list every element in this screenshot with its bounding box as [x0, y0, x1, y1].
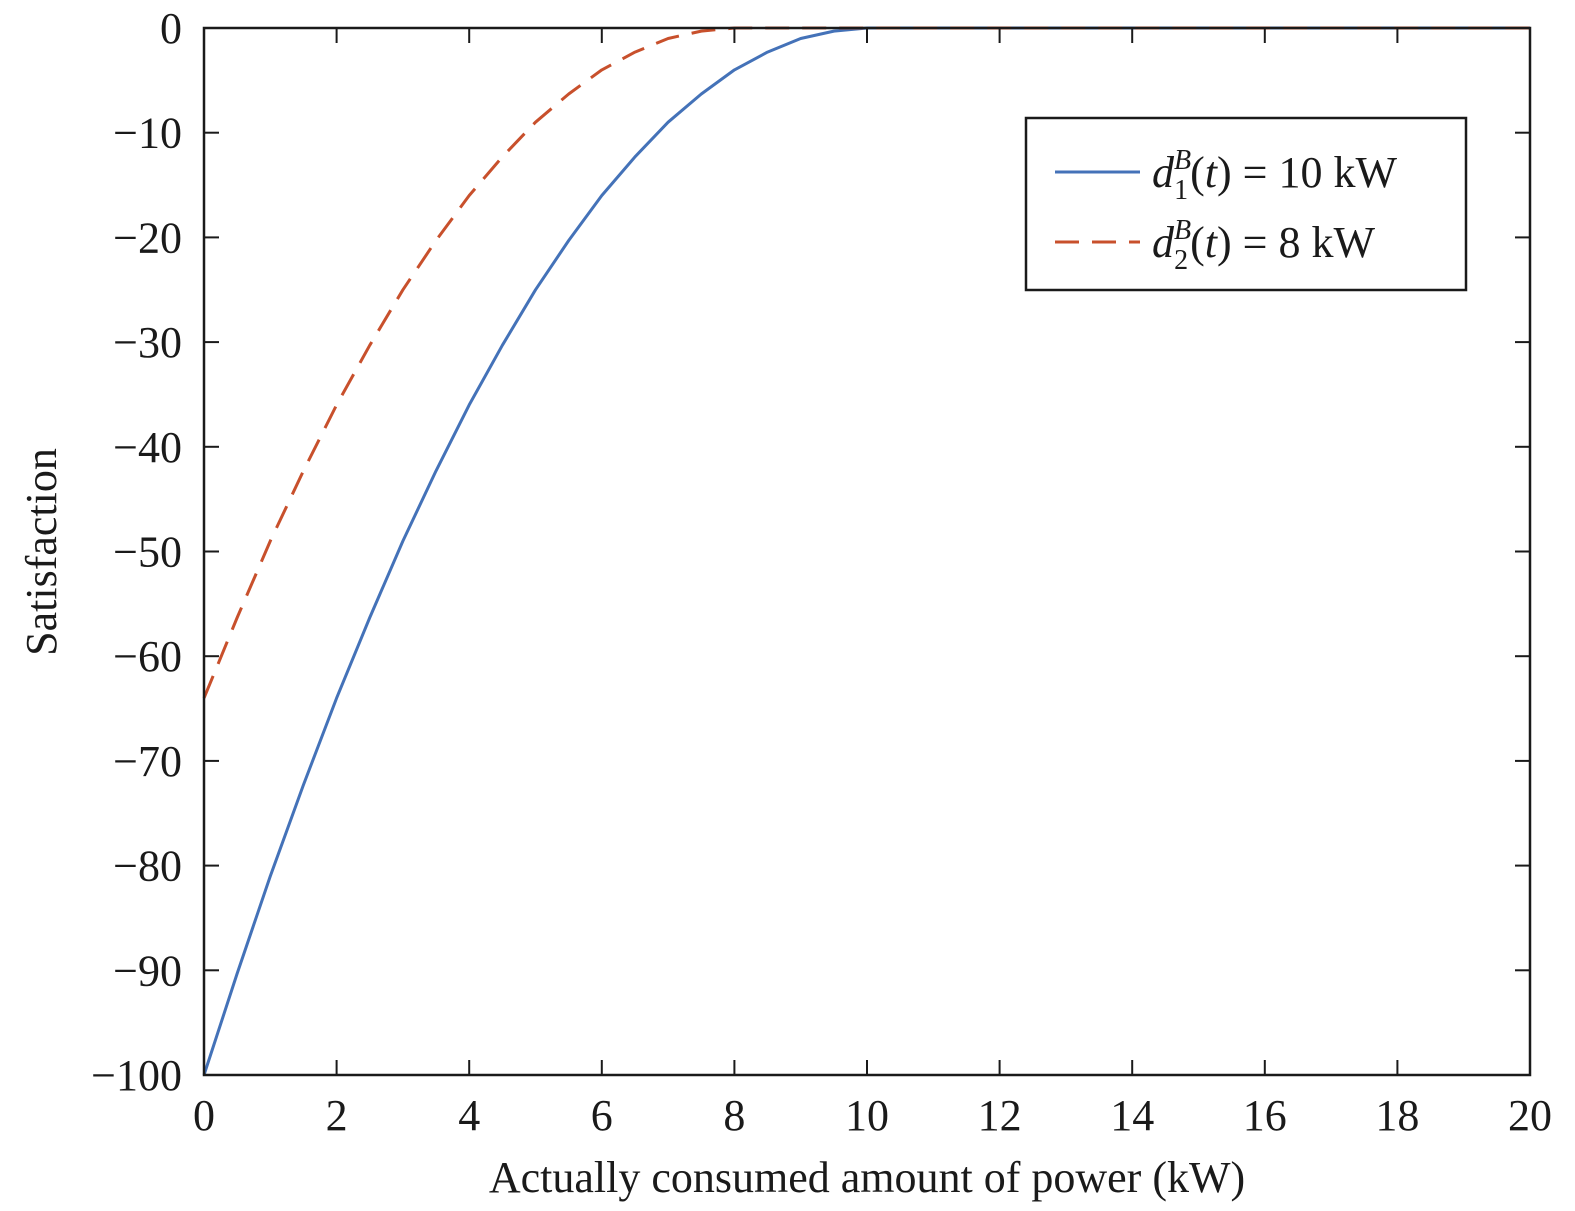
legend-items: dB 1(t) = 10 kW dB 2(t) = 8 kW [1055, 145, 1397, 276]
y-tick-labels: 0 −10 −20 −30 −40 −50 −60 −70 −80 −90 −100 [91, 4, 182, 1100]
x-tick-label: 14 [1110, 1091, 1154, 1140]
y-tick-label: 0 [160, 4, 182, 53]
legend-label-1: dB 1(t) = 10 kW [1152, 145, 1397, 206]
x-tick-label: 2 [326, 1091, 348, 1140]
y-tick-label: −70 [113, 737, 182, 786]
x-tick-label: 0 [193, 1091, 215, 1140]
x-tick-label: 4 [458, 1091, 480, 1140]
y-tick-label: −10 [113, 109, 182, 158]
x-tick-label: 6 [591, 1091, 613, 1140]
x-tick-label: 20 [1508, 1091, 1552, 1140]
x-tick-label: 8 [723, 1091, 745, 1140]
x-tick-label: 12 [978, 1091, 1022, 1140]
y-axis-label: Satisfaction [17, 448, 66, 656]
legend: dB 1(t) = 10 kW dB 2(t) = 8 kW [1024, 116, 1468, 292]
x-tick-label: 16 [1243, 1091, 1287, 1140]
x-tick-label: 10 [845, 1091, 889, 1140]
x-axis-label: Actually consumed amount of power (kW) [489, 1153, 1245, 1202]
legend-box [1024, 116, 1468, 292]
y-tick-label: −100 [91, 1051, 182, 1100]
y-tick-label: −90 [113, 946, 182, 995]
y-tick-label: −20 [113, 213, 182, 262]
y-tick-label: −80 [113, 842, 182, 891]
y-tick-label: −50 [113, 528, 182, 577]
y-tick-label: −40 [113, 423, 182, 472]
x-tick-labels: 0 2 4 6 8 10 12 14 16 18 20 [193, 1091, 1552, 1140]
legend-label-2: dB 2(t) = 8 kW [1152, 215, 1375, 276]
axis-ticks [203, 27, 1531, 1076]
x-tick-label: 18 [1375, 1091, 1419, 1140]
y-tick-label: −60 [113, 632, 182, 681]
y-tick-label: −30 [113, 318, 182, 367]
